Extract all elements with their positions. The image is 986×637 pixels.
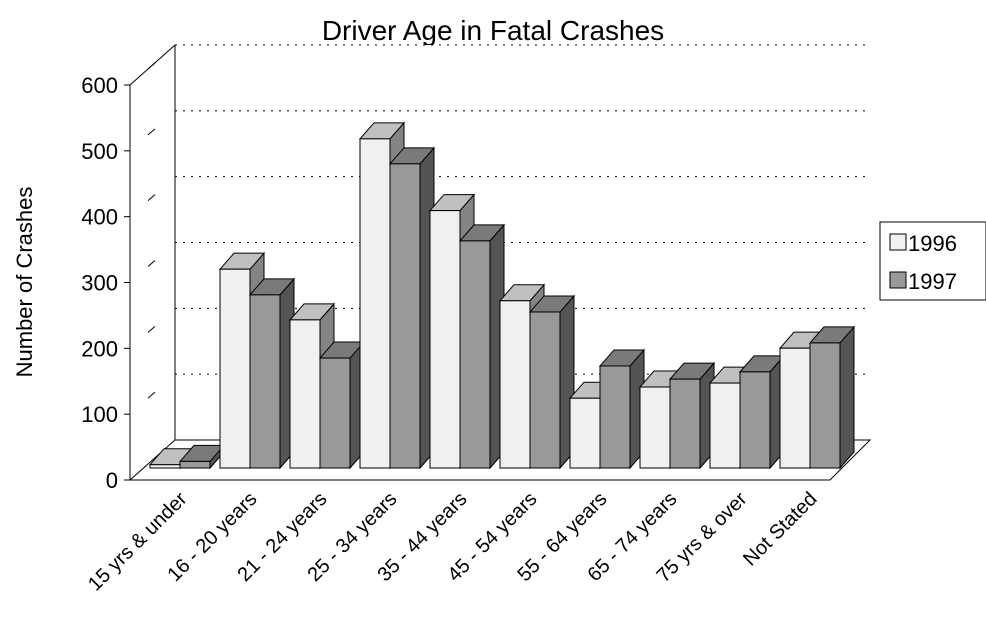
chart-title: Driver Age in Fatal Crashes — [322, 15, 664, 46]
bar — [569, 397, 601, 469]
y-tick-label: 0 — [106, 468, 118, 493]
grid-line-side — [147, 128, 156, 136]
bar — [499, 300, 531, 469]
bar — [179, 460, 211, 469]
y-tick-label: 100 — [81, 402, 118, 427]
y-tick-label: 200 — [81, 336, 118, 361]
x-tick-label: Not Stated — [739, 488, 821, 570]
y-axis-label: Number of Crashes — [12, 187, 37, 378]
grid-line-side — [147, 62, 156, 70]
legend-label: 1997 — [908, 269, 957, 294]
bar — [459, 240, 491, 469]
bar — [289, 319, 321, 469]
bar — [149, 464, 181, 469]
bar — [249, 294, 281, 469]
bar — [529, 311, 561, 469]
bar — [389, 163, 421, 469]
legend-swatch — [889, 233, 907, 251]
bar — [809, 342, 841, 469]
legend: 1996 1997 — [879, 221, 986, 301]
bar — [669, 378, 701, 469]
bar — [779, 347, 811, 469]
bar — [639, 386, 671, 469]
grid-line-side — [147, 194, 156, 202]
bar — [709, 382, 741, 469]
bar — [599, 365, 631, 469]
y-tick-label: 400 — [81, 205, 118, 230]
y-tick-label: 500 — [81, 139, 118, 164]
legend-label: 1996 — [908, 231, 957, 256]
y-tick-label: 600 — [81, 73, 118, 98]
bar — [429, 210, 461, 469]
y-tick-label: 300 — [81, 271, 118, 296]
bar-side — [839, 325, 855, 470]
back-wall — [175, 45, 870, 440]
grid-line-side — [147, 325, 156, 333]
bar — [739, 371, 771, 469]
legend-swatch — [889, 271, 907, 289]
grid-line-side — [147, 260, 156, 267]
bar — [219, 268, 251, 469]
bar — [359, 138, 391, 469]
bar — [319, 357, 351, 469]
grid-line-side — [147, 391, 156, 399]
